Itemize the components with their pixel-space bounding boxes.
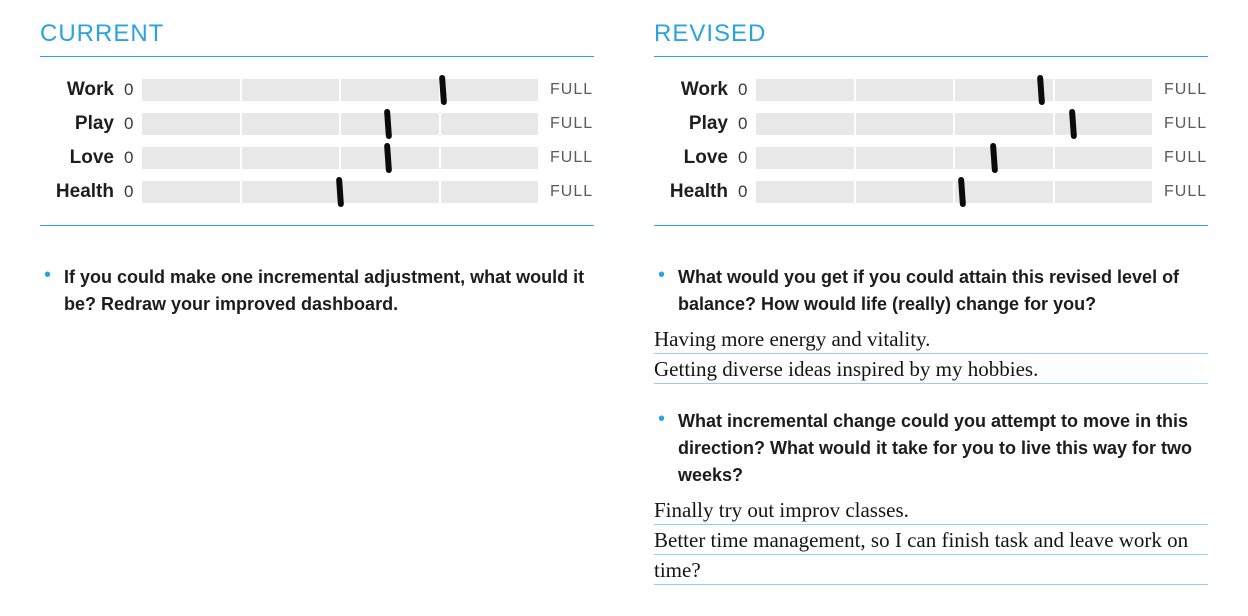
prompt: • If you could make one incremental adju…	[40, 264, 594, 318]
divider	[40, 56, 594, 57]
gauge-segment	[1055, 181, 1153, 203]
gauge-row: Play0 FULL	[654, 113, 1208, 135]
gauge-bar	[142, 181, 538, 203]
gauge-bar	[756, 147, 1152, 169]
revised-column: REVISED Work0FULLPlay0FULLLove0FULLHealt…	[654, 20, 1208, 616]
prompt: • What incremental change could you atte…	[654, 408, 1208, 489]
gauge-segment	[341, 79, 439, 101]
gauge-segment	[242, 181, 340, 203]
gauge-segment	[142, 113, 240, 135]
gauge-segment	[856, 113, 954, 135]
gauge-zero: 0	[124, 182, 142, 202]
section-title-current: CURRENT	[40, 20, 594, 48]
gauge-segment	[955, 113, 1053, 135]
gauge-segment	[441, 181, 539, 203]
gauge-bar	[756, 181, 1152, 203]
gauge-label: Work	[40, 79, 124, 101]
handwritten-answer: Having more energy and vitality. Getting…	[654, 324, 1208, 384]
gauge-zero: 0	[124, 148, 142, 168]
gauge-full: FULL	[1152, 149, 1208, 167]
gauge-group-current: Work0FULLPlay0FULLLove0FULLHealth0FULL	[40, 79, 594, 203]
gauge-zero: 0	[738, 80, 756, 100]
gauge-full: FULL	[538, 183, 594, 201]
gauge-bar	[756, 113, 1152, 135]
gauge-full: FULL	[538, 149, 594, 167]
gauge-segment	[756, 181, 854, 203]
gauge-bar	[756, 79, 1152, 101]
divider	[40, 225, 594, 226]
gauge-full: FULL	[538, 81, 594, 99]
gauge-segment	[242, 147, 340, 169]
gauge-bar	[142, 113, 538, 135]
gauge-segment	[756, 79, 854, 101]
gauge-row: Work0 FULL	[40, 79, 594, 101]
bullet-icon: •	[654, 408, 678, 489]
prompt: • What would you get if you could attain…	[654, 264, 1208, 318]
gauge-segment	[242, 79, 340, 101]
gauge-group-revised: Work0FULLPlay0FULLLove0FULLHealth0FULL	[654, 79, 1208, 203]
gauge-segment	[856, 79, 954, 101]
gauge-bar	[142, 147, 538, 169]
prompts-current: • If you could make one incremental adju…	[40, 264, 594, 318]
gauge-row: Love0 FULL	[654, 147, 1208, 169]
gauge-zero: 0	[124, 114, 142, 134]
answer-line: Finally try out improv classes.	[654, 495, 1208, 525]
divider	[654, 225, 1208, 226]
gauge-label: Play	[654, 113, 738, 135]
gauge-segment	[1055, 147, 1153, 169]
gauge-label: Love	[40, 147, 124, 169]
gauge-full: FULL	[538, 115, 594, 133]
gauge-segment	[756, 113, 854, 135]
gauge-segment	[856, 181, 954, 203]
gauge-full: FULL	[1152, 81, 1208, 99]
gauge-segment	[341, 181, 439, 203]
current-column: CURRENT Work0FULLPlay0FULLLove0FULLHealt…	[40, 20, 594, 616]
prompt-text: What would you get if you could attain t…	[678, 264, 1208, 318]
gauge-label: Health	[654, 181, 738, 203]
gauge-zero: 0	[738, 114, 756, 134]
gauge-segment	[441, 113, 539, 135]
gauge-row: Love0 FULL	[40, 147, 594, 169]
gauge-row: Health0 FULL	[654, 181, 1208, 203]
gauge-label: Love	[654, 147, 738, 169]
section-title-revised: REVISED	[654, 20, 1208, 48]
bullet-icon: •	[40, 264, 64, 318]
gauge-segment	[142, 79, 240, 101]
handwritten-answer: Finally try out improv classes. Better t…	[654, 495, 1208, 585]
answer-line: Getting diverse ideas inspired by my hob…	[654, 354, 1208, 384]
gauge-zero: 0	[124, 80, 142, 100]
gauge-label: Play	[40, 113, 124, 135]
prompts-revised: • What would you get if you could attain…	[654, 264, 1208, 585]
gauge-row: Work0 FULL	[654, 79, 1208, 101]
gauge-zero: 0	[738, 148, 756, 168]
bullet-icon: •	[654, 264, 678, 318]
gauge-row: Health0 FULL	[40, 181, 594, 203]
prompt-text: If you could make one incremental adjust…	[64, 264, 594, 318]
prompt-text: What incremental change could you attemp…	[678, 408, 1208, 489]
gauge-full: FULL	[1152, 183, 1208, 201]
gauge-zero: 0	[738, 182, 756, 202]
gauge-label: Work	[654, 79, 738, 101]
divider	[654, 56, 1208, 57]
gauge-bar	[142, 79, 538, 101]
answer-line: Better time management, so I can finish …	[654, 525, 1208, 585]
gauge-row: Play0 FULL	[40, 113, 594, 135]
gauge-segment	[441, 79, 539, 101]
gauge-segment	[242, 113, 340, 135]
gauge-segment	[756, 147, 854, 169]
gauge-segment	[856, 147, 954, 169]
answer-line: Having more energy and vitality.	[654, 324, 1208, 354]
gauge-segment	[1055, 79, 1153, 101]
gauge-segment	[441, 147, 539, 169]
gauge-segment	[142, 181, 240, 203]
gauge-full: FULL	[1152, 115, 1208, 133]
gauge-segment	[955, 181, 1053, 203]
gauge-segment	[142, 147, 240, 169]
gauge-segment	[955, 147, 1053, 169]
gauge-label: Health	[40, 181, 124, 203]
